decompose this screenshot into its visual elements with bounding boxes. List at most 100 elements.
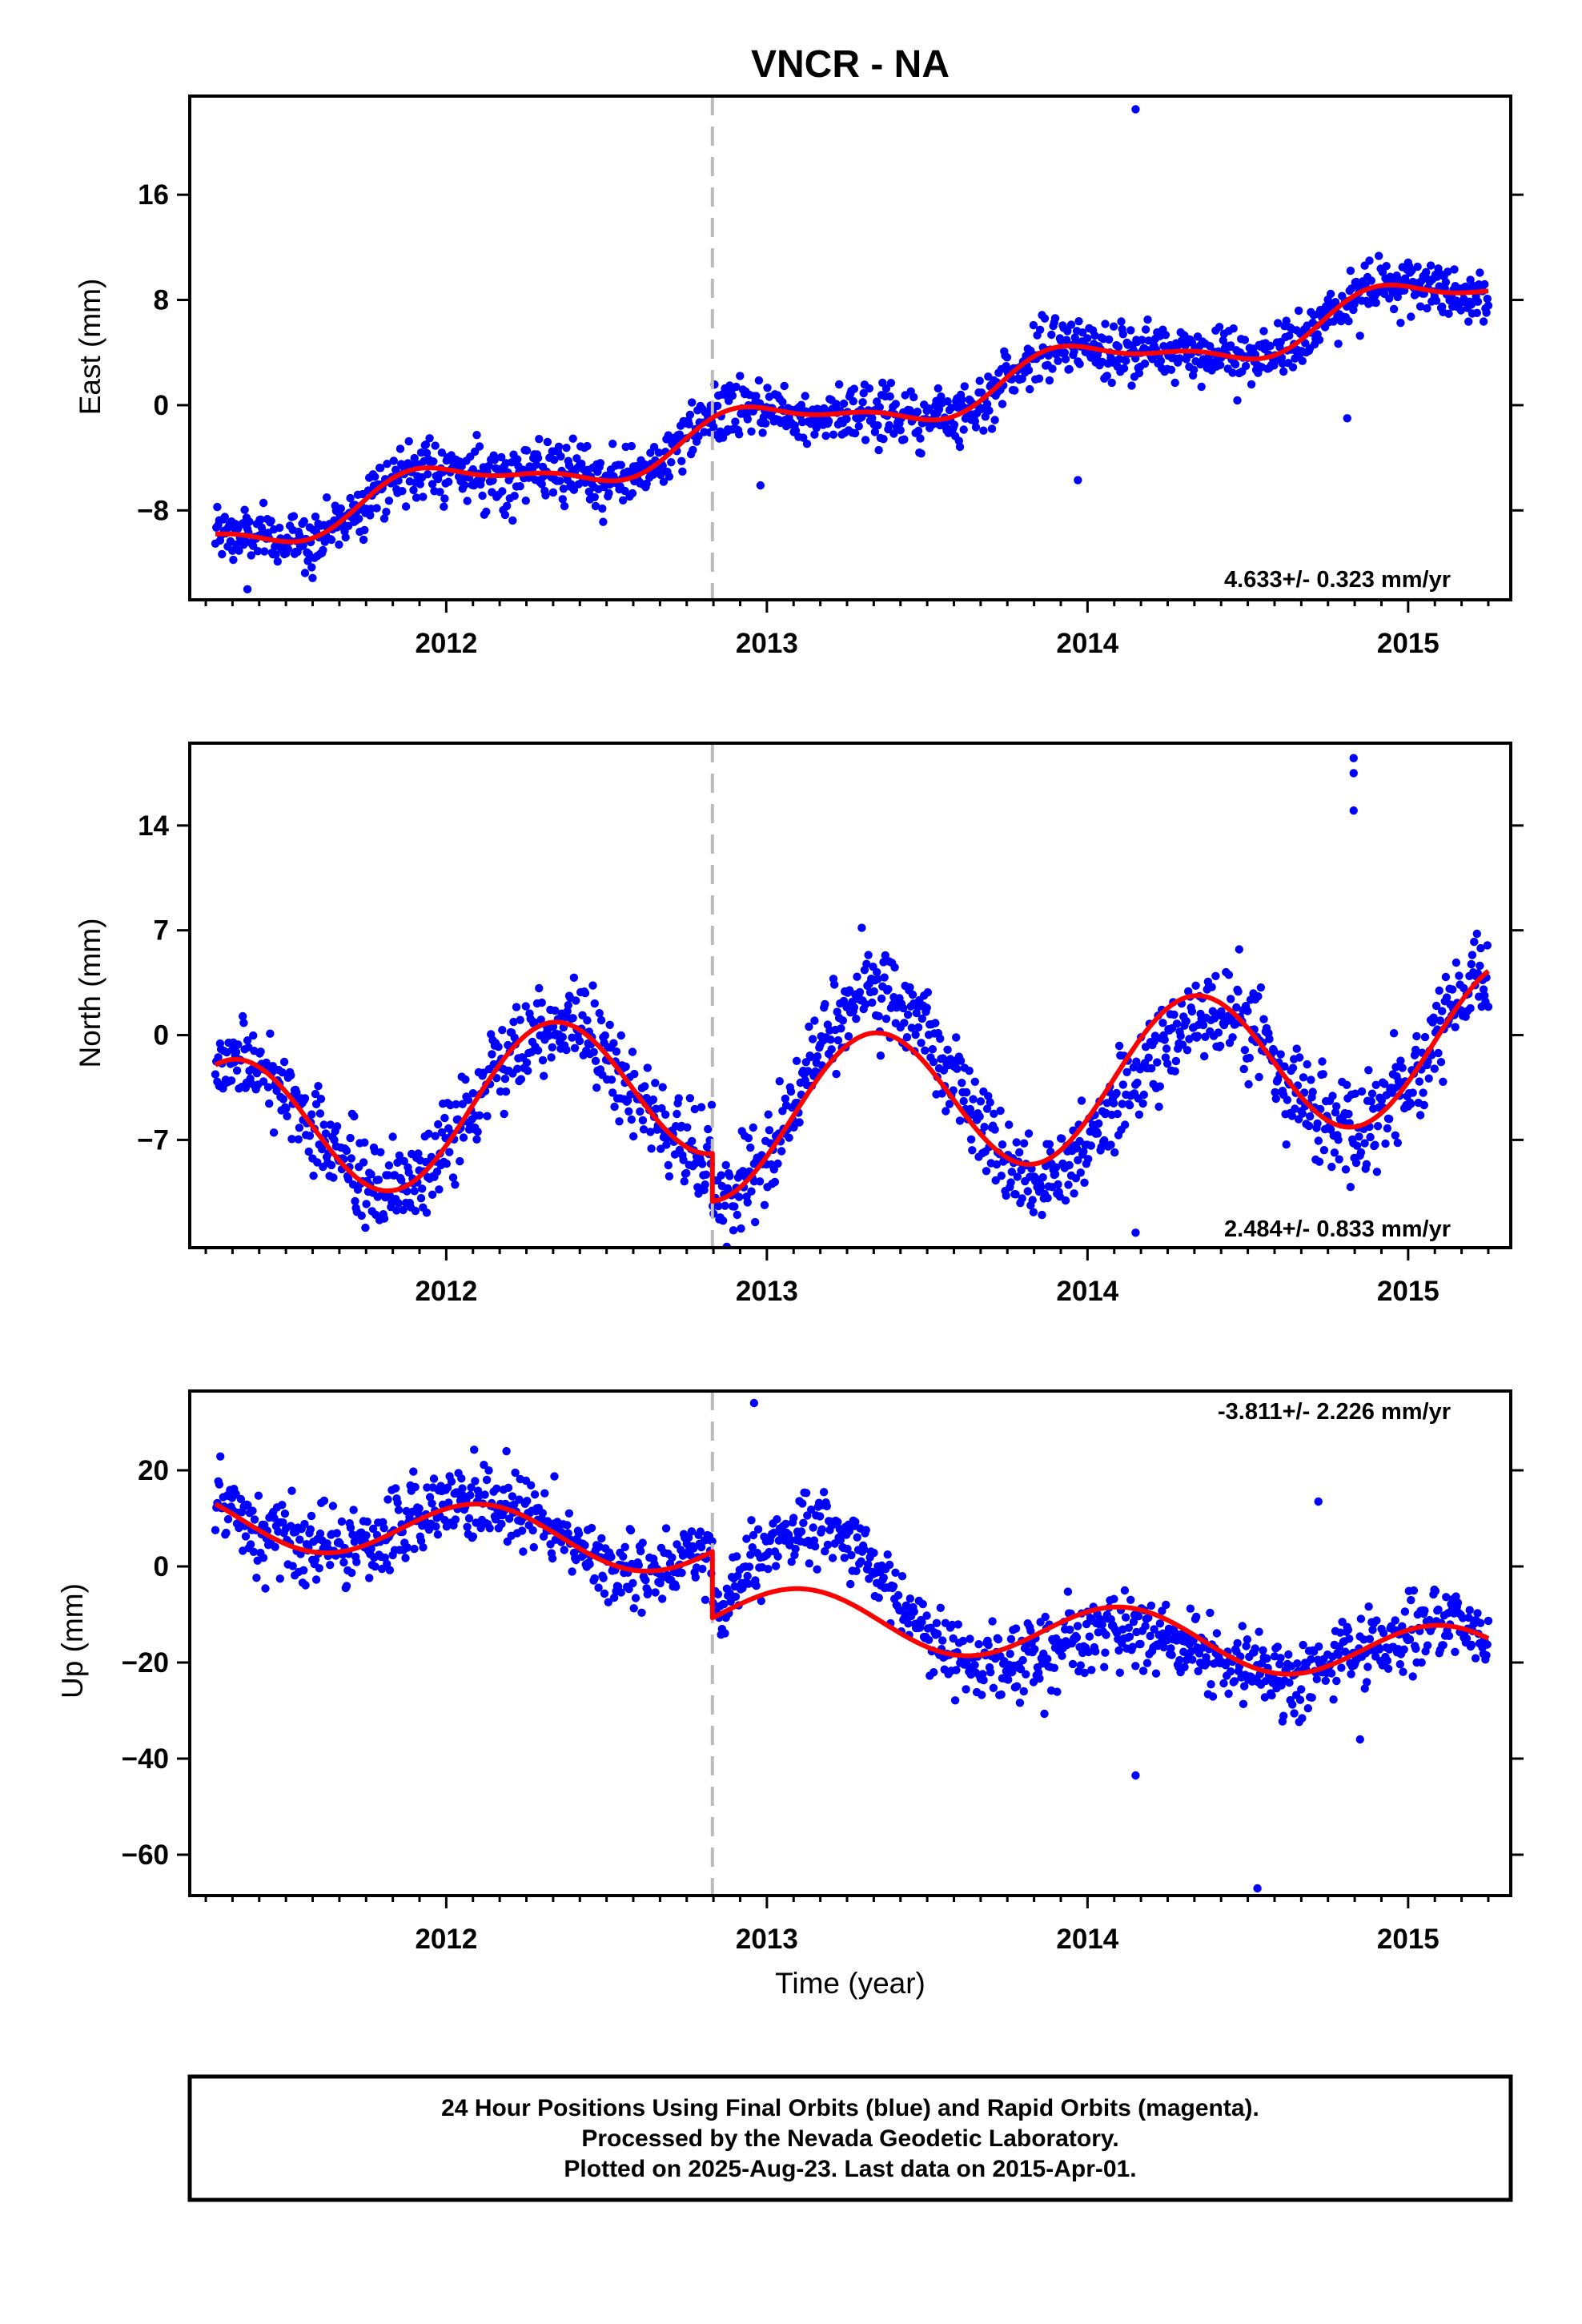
data-point: [1073, 1622, 1082, 1630]
data-point: [1343, 1626, 1353, 1634]
data-point: [962, 1088, 971, 1097]
data-point: [1134, 1612, 1143, 1621]
data-point: [893, 1590, 903, 1600]
data-point: [253, 547, 263, 556]
data-point: [235, 546, 243, 555]
data-point: [227, 1076, 236, 1085]
data-point: [1041, 1612, 1050, 1622]
data-point: [437, 448, 447, 457]
data-point: [560, 501, 569, 511]
data-point: [853, 972, 861, 981]
data-point: [440, 502, 448, 511]
data-point: [1334, 1136, 1343, 1144]
east-frame: [188, 94, 1512, 601]
data-point: [575, 1036, 584, 1046]
data-point: [480, 1461, 488, 1470]
data-point: [1105, 335, 1114, 344]
data-point: [1470, 937, 1479, 947]
data-point: [1053, 1687, 1062, 1696]
data-point: [987, 424, 997, 433]
data-point: [1419, 1088, 1427, 1097]
data-point: [1132, 1057, 1141, 1066]
data-point: [1448, 985, 1457, 994]
data-point: [436, 488, 444, 497]
data-point: [1065, 364, 1074, 374]
data-point: [397, 1176, 406, 1184]
data-point: [1282, 1140, 1291, 1149]
data-point: [877, 994, 886, 1003]
data-point: [1120, 1586, 1130, 1595]
data-point: [1091, 1647, 1100, 1656]
data-point: [955, 1116, 965, 1125]
data-point: [1451, 1023, 1460, 1031]
data-point: [309, 1172, 318, 1180]
data-point: [1295, 1053, 1304, 1062]
data-point: [1208, 1692, 1218, 1701]
data-point: [401, 1554, 410, 1562]
data-point: [736, 372, 745, 380]
data-point: [615, 1117, 624, 1126]
data-point: [1006, 1178, 1015, 1187]
data-point: [261, 1584, 270, 1593]
data-point: [781, 1094, 790, 1104]
data-point: [1356, 1148, 1366, 1157]
data-point: [337, 1517, 347, 1526]
data-point: [1034, 374, 1044, 383]
data-point: [891, 400, 901, 408]
data-point: [1079, 1147, 1088, 1156]
data-point: [928, 1045, 938, 1054]
data-point: [953, 1064, 962, 1073]
data-point: [636, 1107, 644, 1116]
data-point: [211, 1070, 220, 1079]
data-point: [1159, 1642, 1169, 1652]
data-point: [482, 507, 491, 517]
data-point: [470, 1445, 479, 1454]
data-point: [484, 1466, 493, 1475]
x-axis-label: Time (year): [775, 1967, 926, 2000]
data-point: [1061, 1196, 1070, 1205]
data-point: [687, 1527, 697, 1536]
footer-box: 24 Hour Positions Using Final Orbits (bl…: [187, 2074, 1513, 2202]
data-point: [1043, 1193, 1052, 1203]
data-point: [1476, 1618, 1485, 1627]
data-point: [1295, 1695, 1305, 1704]
data-point: [590, 493, 599, 501]
data-point: [808, 1035, 817, 1043]
data-point: [347, 1154, 355, 1163]
data-point: [803, 1511, 812, 1520]
data-point: [836, 1535, 845, 1545]
data-point: [1438, 1007, 1447, 1015]
data-point: [282, 1104, 291, 1113]
data-point: [335, 540, 343, 549]
data-point: [232, 1066, 242, 1076]
data-point: [886, 379, 896, 388]
data-point: [266, 1029, 275, 1038]
data-point: [1273, 319, 1283, 328]
data-point: [1126, 326, 1135, 335]
data-point: [478, 491, 487, 501]
data-point: [287, 1071, 295, 1080]
data-point: [1227, 341, 1235, 350]
data-point: [744, 1579, 753, 1588]
data-point: [1420, 1606, 1429, 1615]
data-point: [240, 505, 249, 514]
data-point: [280, 1509, 290, 1518]
data-point: [360, 1138, 369, 1147]
data-point: [869, 987, 878, 996]
data-point: [885, 1560, 894, 1570]
data-point: [510, 492, 519, 501]
data-point: [1312, 1675, 1322, 1683]
data-point: [950, 1696, 960, 1705]
data-point: [809, 1523, 817, 1532]
data-point: [760, 1200, 769, 1210]
data-point: [799, 1518, 808, 1528]
data-point: [1365, 256, 1374, 265]
data-point: [924, 1635, 934, 1644]
data-point: [1341, 1165, 1351, 1174]
data-point: [398, 487, 407, 496]
data-point: [303, 557, 312, 565]
data-point: [1106, 1140, 1115, 1149]
data-point: [448, 1173, 458, 1182]
data-point: [1156, 356, 1166, 365]
data-point: [475, 1111, 484, 1120]
